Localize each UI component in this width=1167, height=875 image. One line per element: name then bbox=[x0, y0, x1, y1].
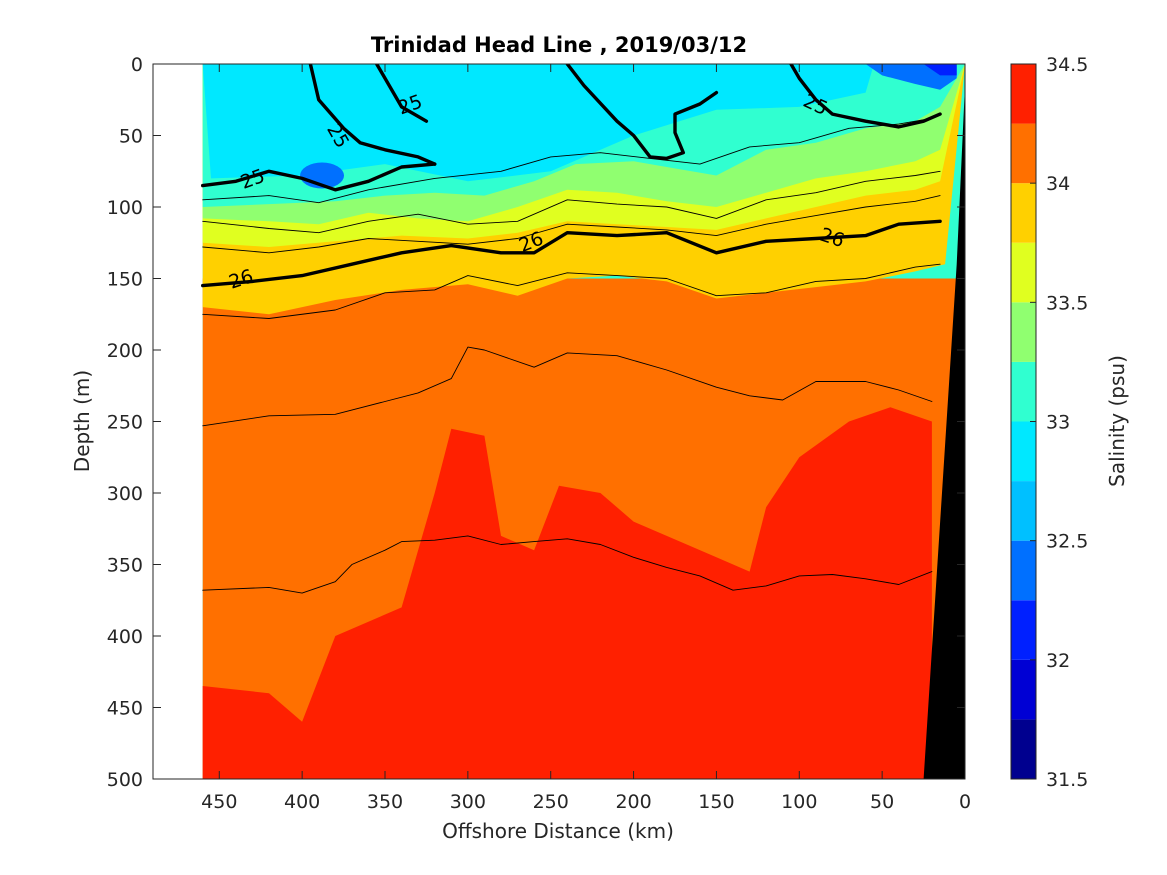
y-tick-label: 150 bbox=[107, 269, 143, 291]
y-tick-label: 50 bbox=[119, 126, 143, 148]
chart-title: Trinidad Head Line , 2019/03/12 bbox=[371, 33, 747, 57]
contour-line-thin-6 bbox=[202, 117, 933, 204]
y-tick-label: 500 bbox=[107, 769, 143, 791]
band-32.5-32.75 bbox=[202, 64, 874, 182]
contour-line-thin-8 bbox=[202, 195, 941, 254]
colorbar-label: Salinity (psu) bbox=[1105, 355, 1129, 487]
contour-line-26-5 bbox=[200, 219, 942, 288]
y-tick-label: 200 bbox=[107, 340, 143, 362]
colorbar-swatch bbox=[1011, 242, 1036, 303]
colorbar-swatch bbox=[1011, 481, 1036, 541]
colorbar-tick-label: 32 bbox=[1046, 650, 1070, 672]
colorbar-swatch bbox=[1011, 183, 1036, 243]
y-axis-label: Depth (m) bbox=[70, 370, 94, 472]
x-tick-label: 350 bbox=[367, 791, 403, 813]
colorbar-tick-label: 34.5 bbox=[1046, 54, 1088, 76]
density-contour-lines bbox=[200, 64, 942, 594]
colorbar: 31.5 32 32.5 33 33.5 34 34.5 bbox=[1010, 54, 1088, 791]
x-tick-label: 100 bbox=[781, 791, 817, 813]
contour-line-25-0 bbox=[200, 162, 437, 192]
contour-line-thin-11 bbox=[202, 535, 933, 594]
y-tick-label: 450 bbox=[107, 698, 143, 720]
contour-line-thin-10 bbox=[202, 346, 933, 427]
contour-line-thin-9 bbox=[202, 263, 941, 319]
y-tick-label: 0 bbox=[131, 54, 143, 76]
colorbar-swatch bbox=[1011, 361, 1036, 422]
x-axis-label: Offshore Distance (km) bbox=[442, 819, 674, 843]
x-tick-label: 450 bbox=[201, 791, 237, 813]
colorbar-swatch bbox=[1011, 302, 1036, 362]
contour-line-25-4 bbox=[789, 64, 942, 129]
colorbar-tick-label: 33.5 bbox=[1046, 292, 1088, 314]
colorbar-swatch bbox=[1011, 659, 1036, 720]
salinity-filled-contours bbox=[202, 64, 965, 779]
y-tick-label: 250 bbox=[107, 412, 143, 434]
colorbar-swatch bbox=[1011, 540, 1036, 601]
x-tick-label: 0 bbox=[959, 791, 971, 813]
x-tick-label: 50 bbox=[870, 791, 894, 813]
y-tick-label: 350 bbox=[107, 555, 143, 577]
contour-line-25-2 bbox=[375, 64, 429, 123]
colorbar-swatch bbox=[1011, 600, 1036, 660]
colorbar-tick-label: 33 bbox=[1046, 412, 1070, 434]
y-tick-label: 100 bbox=[107, 197, 143, 219]
colorbar-swatch bbox=[1011, 421, 1036, 482]
x-tick-label: 250 bbox=[533, 791, 569, 813]
x-tick-label: 150 bbox=[698, 791, 734, 813]
colorbar-tick-label: 32.5 bbox=[1046, 531, 1088, 553]
colorbar-swatch bbox=[1011, 123, 1036, 184]
x-tick-label: 400 bbox=[284, 791, 320, 813]
x-tick-label: 300 bbox=[450, 791, 486, 813]
contour-line-thin-7 bbox=[202, 170, 941, 234]
seafloor bbox=[923, 64, 965, 779]
x-tick-label: 200 bbox=[615, 791, 651, 813]
seafloor-mask bbox=[923, 64, 965, 779]
x-axis: 450 400 350 300 250 200 150 100 50 0 bbox=[201, 64, 971, 813]
contour-line-25-1 bbox=[308, 64, 437, 166]
y-tick-label: 300 bbox=[107, 483, 143, 505]
y-axis: 0 50 100 150 200 250 300 350 400 450 500 bbox=[107, 54, 965, 791]
colorbar-tick-label: 34 bbox=[1046, 173, 1070, 195]
colorbar-swatch bbox=[1011, 64, 1036, 124]
colorbar-tick-label: 31.5 bbox=[1046, 769, 1088, 791]
y-tick-label: 400 bbox=[107, 626, 143, 648]
band-34.0-34.25 bbox=[202, 407, 932, 779]
colorbar-swatch bbox=[1011, 719, 1036, 779]
contour-line-25-3 bbox=[565, 64, 719, 161]
band-fresh-core-nearshore bbox=[923, 64, 957, 76]
